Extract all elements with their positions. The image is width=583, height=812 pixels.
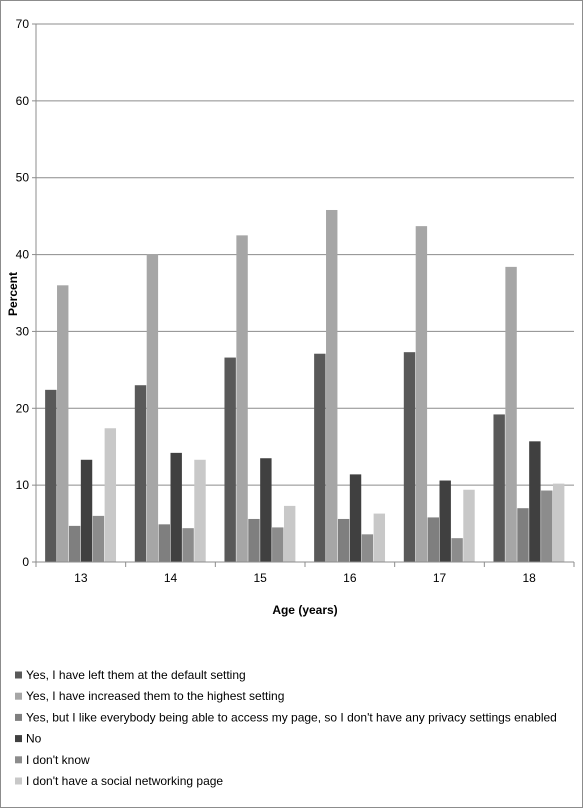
- x-tick-label: 15: [253, 571, 267, 585]
- bar: [104, 428, 117, 562]
- bar: [80, 459, 93, 562]
- bar: [224, 357, 236, 562]
- bar: [194, 459, 206, 562]
- y-tick-label: 40: [16, 248, 30, 262]
- legend-label: I don't have a social networking page: [26, 774, 223, 788]
- bar: [361, 534, 374, 562]
- bar: [403, 352, 416, 562]
- gridlines: [36, 23, 574, 486]
- y-tick-label: 70: [16, 17, 30, 31]
- x-tick-label: 14: [164, 571, 178, 585]
- bar: [463, 489, 475, 562]
- y-axis-title: Percent: [6, 272, 20, 316]
- bar: [170, 452, 182, 562]
- bar: [146, 254, 159, 562]
- legend-swatch: [15, 735, 22, 743]
- legend-label: Yes, I have left them at the default set…: [26, 668, 246, 682]
- bar: [326, 209, 338, 563]
- x-tick-label: 16: [343, 571, 357, 585]
- x-axis-title: Age (years): [272, 603, 337, 617]
- bar: [517, 508, 529, 562]
- bar: [68, 525, 81, 562]
- legend-swatch: [15, 777, 22, 785]
- bar: [134, 385, 147, 562]
- x-tick-label: 13: [74, 571, 88, 585]
- x-tick-label: 17: [433, 571, 447, 585]
- bar: [182, 528, 194, 562]
- y-tick-label: 20: [16, 401, 30, 415]
- legend-label: Yes, but I like everybody being able to …: [26, 710, 557, 724]
- bar: [373, 513, 386, 562]
- legend-label: No: [26, 732, 42, 746]
- y-tick-label: 0: [22, 555, 29, 569]
- bar: [248, 518, 260, 562]
- bar: [349, 474, 362, 562]
- legend-swatch: [15, 713, 22, 721]
- bar: [92, 515, 105, 562]
- bar: [415, 226, 428, 562]
- bar: [272, 527, 284, 562]
- y-tick-label: 60: [16, 94, 30, 108]
- legend-label: I don't know: [26, 753, 90, 767]
- bar: [158, 524, 170, 562]
- legend-swatch: [15, 692, 22, 700]
- y-tick-label: 10: [16, 478, 30, 492]
- bar: [493, 414, 505, 562]
- bar: [314, 353, 326, 562]
- legend: Yes, I have left them at the default set…: [15, 668, 557, 788]
- legend-label: Yes, I have increased them to the highes…: [26, 689, 284, 703]
- legend-swatch: [15, 671, 22, 679]
- x-tick-label: 18: [522, 571, 536, 585]
- bars: [45, 209, 565, 563]
- bar: [439, 480, 451, 562]
- bar: [552, 483, 565, 562]
- legend-swatch: [15, 756, 22, 764]
- bar: [529, 441, 541, 562]
- bar: [337, 518, 350, 562]
- y-tick-label: 50: [16, 171, 30, 185]
- bar: [541, 490, 553, 562]
- bar: [505, 266, 517, 562]
- bar: [283, 505, 296, 562]
- y-tick-label: 30: [16, 324, 30, 338]
- bar: [236, 235, 248, 563]
- bar: [45, 389, 57, 562]
- bar: [57, 285, 69, 562]
- bar: [260, 458, 272, 562]
- tick-labels: 0 10 20 30 40 50 60 70 13 14 15 16 17 18: [16, 17, 537, 585]
- bar: [451, 538, 463, 562]
- bar: [427, 517, 439, 562]
- axes: [32, 23, 575, 567]
